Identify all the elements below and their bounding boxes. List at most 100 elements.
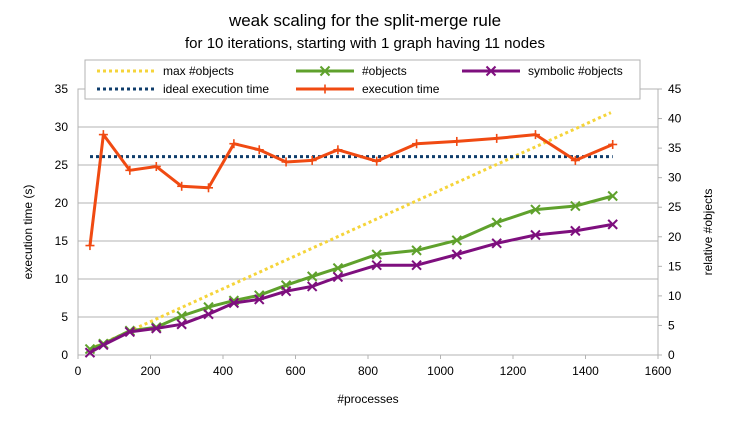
right-y-tick-label: 40: [668, 112, 682, 126]
objects-point: [491, 217, 502, 228]
legend-label: ideal execution time: [163, 82, 269, 96]
objects-point: [371, 249, 382, 260]
execution-time-point: [204, 183, 213, 193]
execution-time-point: [307, 155, 317, 165]
right-y-tick-label: 20: [668, 230, 682, 244]
right-y-tick-label: 5: [668, 318, 675, 332]
left-y-tick-label: 30: [55, 120, 69, 134]
left-y-tick-label: 20: [55, 196, 69, 210]
x-tick-label: 1400: [572, 364, 599, 378]
right-y-tick-label: 35: [668, 141, 682, 155]
x-axis-label: #processes: [337, 392, 398, 406]
x-tick-label: 1000: [427, 364, 454, 378]
left-y-tick-label: 25: [55, 158, 69, 172]
legend-symbolic-objects-point: [485, 65, 497, 77]
objects-point: [451, 235, 463, 246]
execution-time-point: [281, 157, 291, 167]
legend-box: [84, 59, 641, 100]
right-y-tick-label: 0: [668, 348, 675, 362]
symbolic-objects-point: [530, 229, 541, 241]
left-y-tick-label: 10: [55, 272, 69, 286]
series-execution-time: [85, 130, 618, 251]
objects-point: [607, 190, 618, 202]
objects-point: [530, 204, 541, 215]
right-y-tick-label: 25: [668, 200, 682, 214]
legend-label: execution time: [362, 82, 440, 96]
right-y-axis-label: relative #objects: [701, 189, 715, 276]
execution-time-point: [452, 136, 462, 146]
legend-label: max #objects: [163, 64, 234, 78]
symbolic-objects-point: [151, 323, 162, 334]
symbolic-objects-point: [332, 271, 344, 283]
execution-time-point: [151, 162, 161, 172]
symbolic-objects-point: [280, 285, 292, 297]
legend: max #objects #objects symbolic #objects ide…: [84, 59, 641, 100]
legend-objects-point: [319, 65, 331, 77]
symbolic-objects-point: [570, 225, 581, 237]
execution-time-point: [530, 130, 540, 140]
execution-time-point: [412, 139, 422, 149]
legend-item-max-objects: max #objects: [97, 64, 234, 78]
execution-time-point: [229, 139, 239, 149]
symbolic-objects-point: [228, 297, 240, 309]
series-max-objects: [89, 111, 612, 351]
execution-time-point: [125, 165, 135, 175]
execution-time-point: [98, 130, 108, 140]
legend-item-objects: #objects: [296, 64, 407, 78]
legend-execution-time-point: [320, 84, 330, 94]
left-y-tick-label: 35: [55, 82, 69, 96]
left-y-tick-label: 15: [55, 234, 69, 248]
symbolic-objects-point: [98, 339, 109, 351]
execution-time-point: [372, 156, 382, 166]
legend-item-execution-time: execution time: [296, 82, 440, 96]
x-tick-label: 1600: [645, 364, 672, 378]
execution-time-point: [608, 139, 618, 149]
series-layer: [84, 111, 618, 358]
x-tick-label: 600: [285, 364, 305, 378]
legend-label: #objects: [362, 64, 407, 78]
objects-point: [570, 200, 581, 212]
execution-time-point: [492, 133, 502, 143]
execution-time-point: [85, 241, 95, 251]
left-y-tick-label: 0: [61, 348, 68, 362]
symbolic-objects-point: [371, 259, 382, 271]
legend-label: symbolic #objects: [528, 64, 623, 78]
symbolic-objects-point: [306, 281, 318, 292]
symbolic-objects-point: [124, 326, 136, 338]
right-y-tick-label: 30: [668, 171, 682, 185]
chart-title: weak scaling for the split-merge rule: [228, 11, 501, 30]
symbolic-objects-line: [89, 222, 613, 354]
symbolic-objects-point: [451, 249, 463, 260]
x-tick-label: 1200: [500, 364, 527, 378]
symbolic-objects-point: [607, 219, 618, 230]
max-objects-line: [89, 111, 612, 351]
symbolic-objects-point: [203, 309, 214, 320]
right-y-tick-label: 10: [668, 289, 682, 303]
legend-item-ideal-execution-time: ideal execution time: [97, 82, 269, 96]
symbolic-objects-point: [176, 319, 187, 330]
execution-time-point: [570, 155, 580, 165]
x-tick-label: 400: [213, 364, 233, 378]
x-tick-label: 0: [75, 364, 82, 378]
legend-item-symbolic-objects: symbolic #objects: [462, 64, 623, 78]
execution-time-point: [177, 181, 187, 191]
objects-point: [411, 245, 422, 256]
objects-point: [332, 262, 344, 274]
objects-point: [176, 310, 187, 322]
left-y-axis-label: execution time (s): [21, 185, 35, 280]
objects-point: [306, 271, 318, 282]
x-tick-label: 800: [358, 364, 378, 378]
left-y-axis-ticks: 0 5 10 15 20 25 30 35: [55, 82, 69, 362]
right-y-axis-ticks: 0 5 10 15 20 25 30 35 40 45: [658, 82, 682, 362]
right-y-tick-label: 15: [668, 259, 682, 273]
left-y-tick-label: 5: [61, 310, 68, 324]
series-symbolic-objects: [84, 219, 618, 358]
x-tick-label: 200: [140, 364, 160, 378]
symbolic-objects-point: [411, 259, 422, 271]
gridlines: [78, 88, 658, 356]
execution-time-point: [254, 145, 264, 155]
symbolic-objects-point: [491, 238, 502, 249]
chart-subtitle: for 10 iterations, starting with 1 graph…: [185, 35, 545, 52]
symbolic-objects-point: [254, 294, 265, 305]
